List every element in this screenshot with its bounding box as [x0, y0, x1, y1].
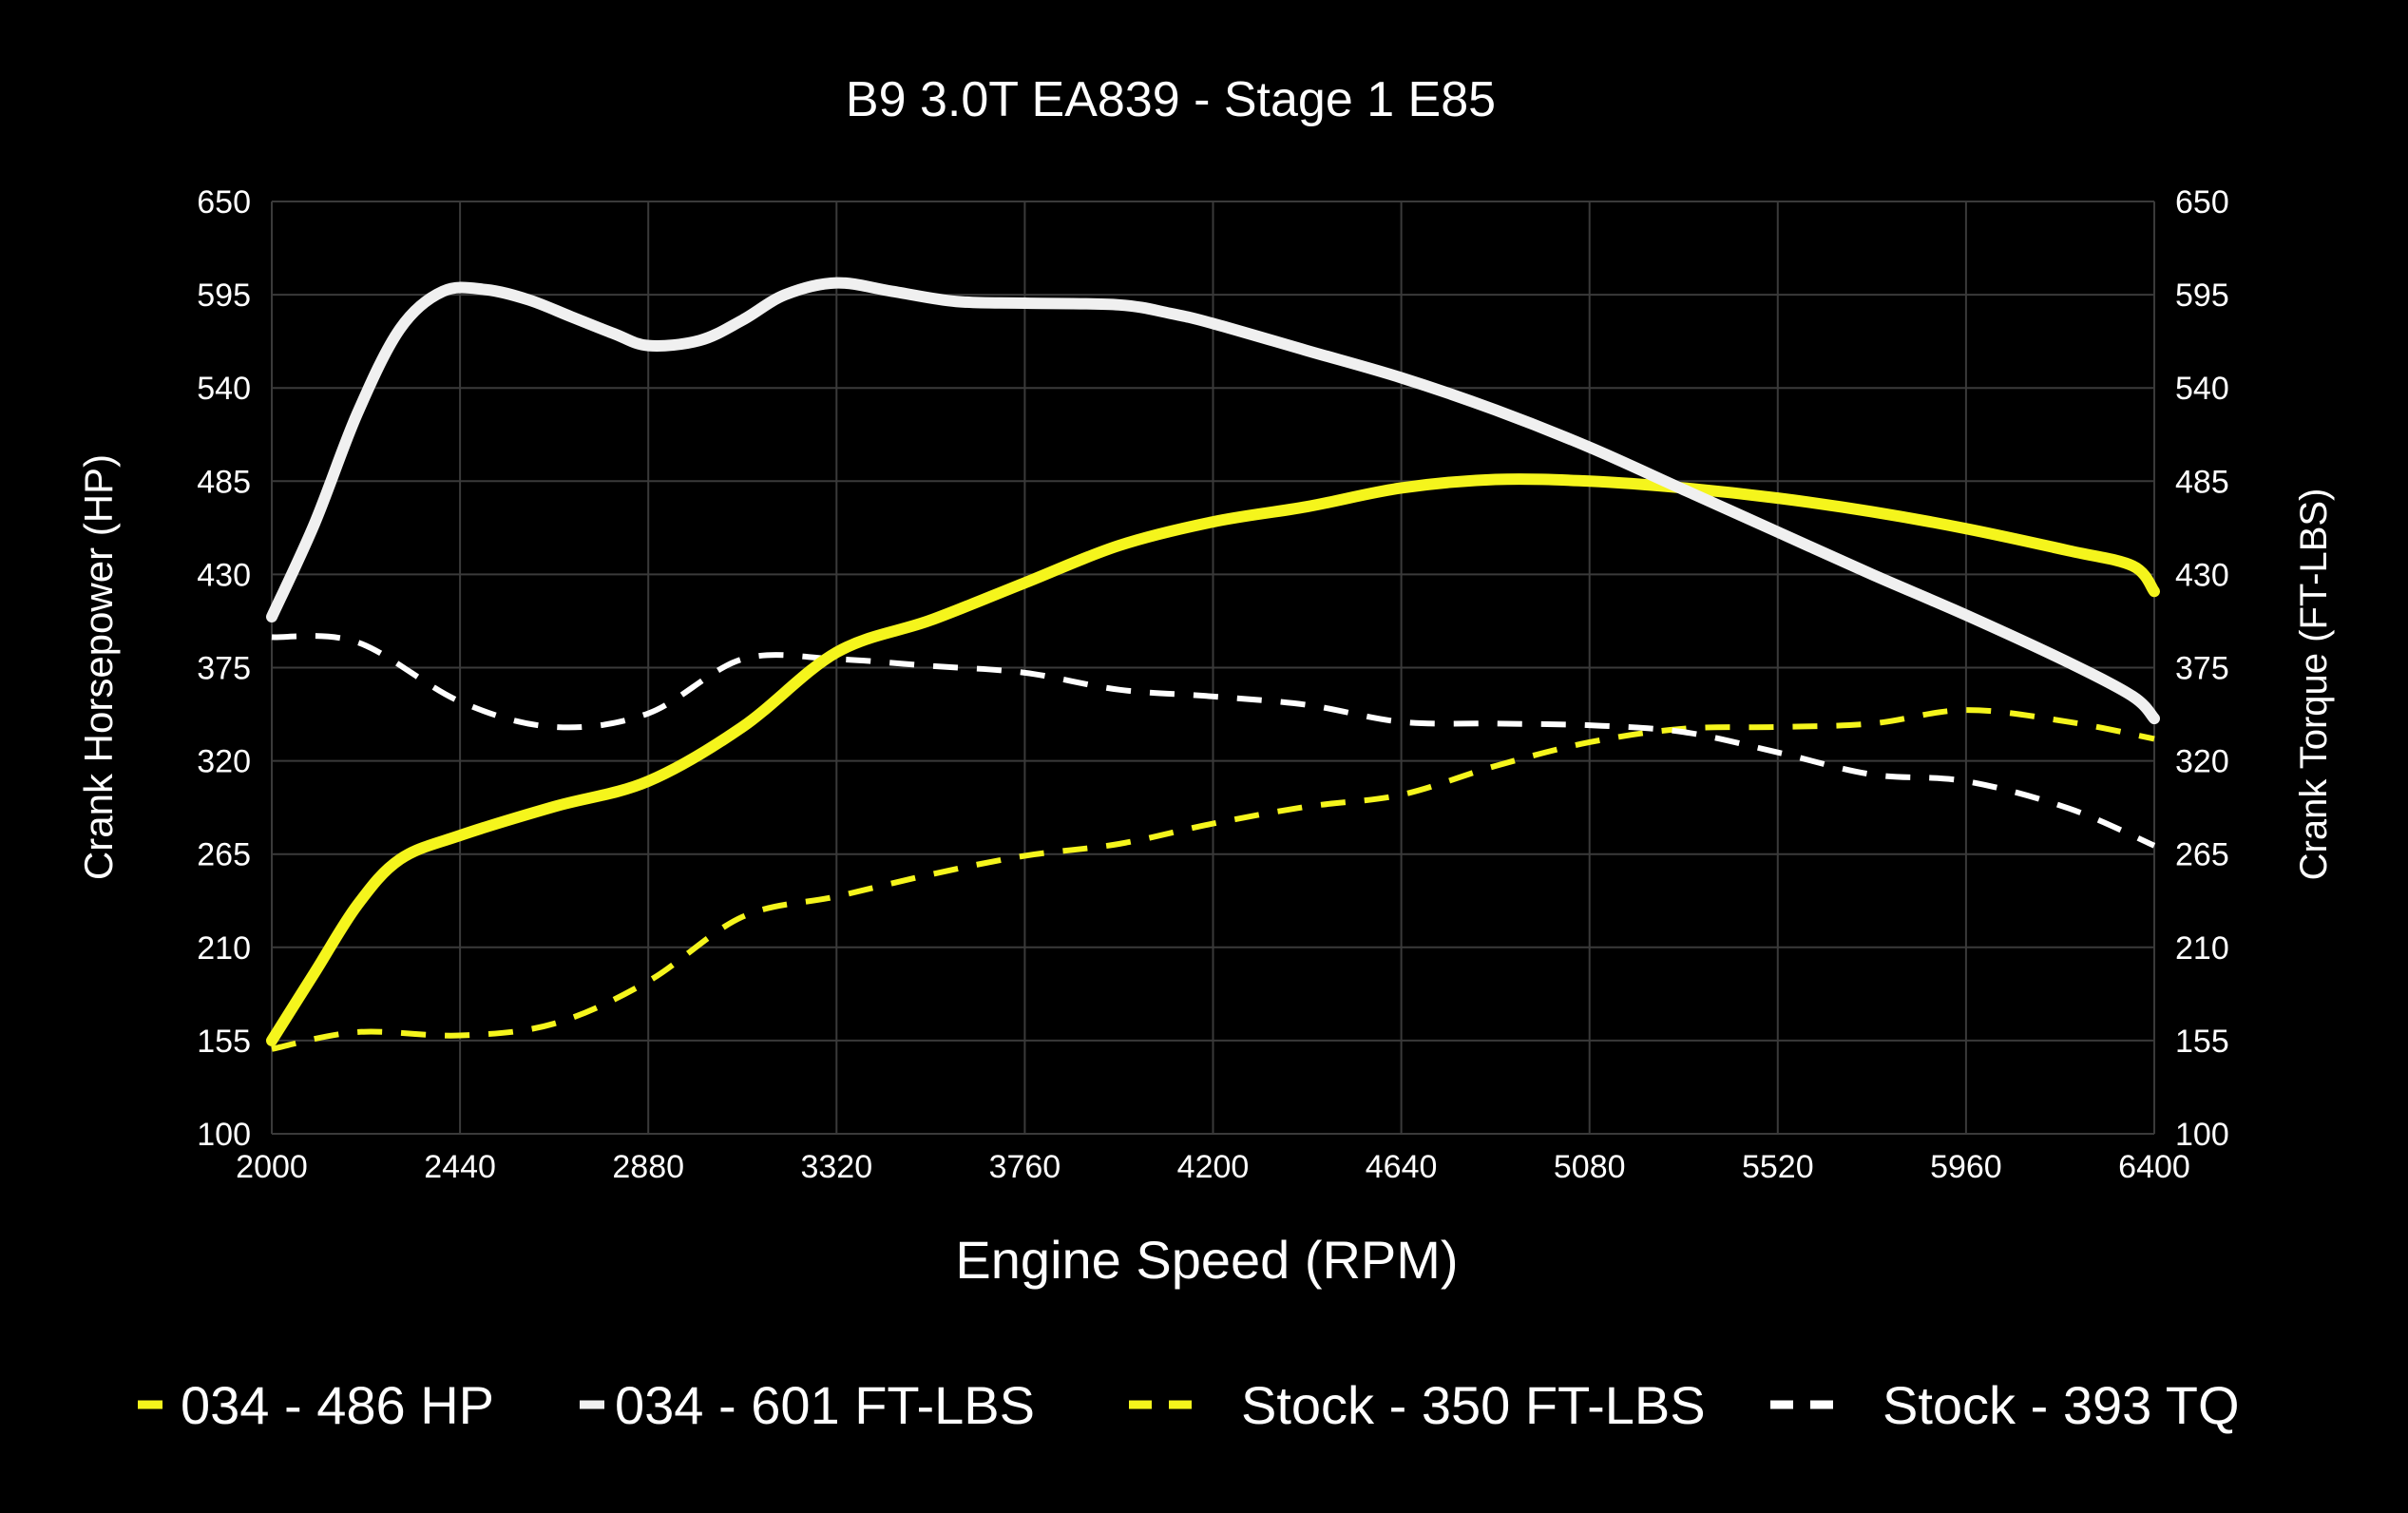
y-tick-label-left: 210 — [197, 930, 251, 967]
series-line-4 — [271, 633, 2156, 849]
y-tick-label-right: 430 — [2175, 557, 2229, 593]
x-tick-label: 5960 — [1930, 1149, 2002, 1185]
legend-label: Stock - 350 FT-LBS — [1241, 1375, 1706, 1435]
y-tick-label-left: 650 — [197, 184, 251, 220]
y-tick-label-left: 595 — [197, 278, 251, 314]
grid — [271, 201, 2155, 1135]
legend-label: 034 - 601 FT-LBS — [615, 1375, 1035, 1435]
x-tick-label: 6400 — [2118, 1149, 2190, 1185]
y-axis-label-left: Crank Horsepower (HP) — [76, 454, 121, 880]
y-tick-label-left: 375 — [197, 651, 251, 687]
y-tick-label-left: 540 — [197, 371, 251, 407]
y-tick-label-left: 100 — [197, 1117, 251, 1153]
y-tick-label-right: 100 — [2175, 1117, 2229, 1153]
y-tick-label-right: 485 — [2175, 464, 2229, 500]
tick-labels: 2000 2440 2880 3320 3760 4200 4640 5080 5520 5960… — [197, 184, 2228, 1185]
y-tick-label-right: 595 — [2175, 278, 2229, 314]
series-line-3 — [271, 707, 2155, 1052]
x-tick-label: 5080 — [1554, 1149, 1626, 1185]
x-axis-label: Engine Speed (RPM) — [955, 1230, 1458, 1290]
x-tick-label: 4200 — [1177, 1149, 1250, 1185]
x-tick-label: 5520 — [1742, 1149, 1814, 1185]
y-tick-label-left: 485 — [197, 464, 251, 500]
y-tick-label-left: 265 — [197, 837, 251, 873]
series-lines — [266, 277, 2160, 1052]
y-tick-label-right: 320 — [2175, 744, 2229, 780]
y-tick-label-right: 265 — [2175, 837, 2229, 873]
y-tick-label-left: 155 — [197, 1024, 251, 1060]
x-tick-label: 4640 — [1366, 1149, 1438, 1185]
x-tick-label: 2880 — [612, 1149, 684, 1185]
x-tick-label: 2000 — [236, 1149, 308, 1185]
x-tick-label: 3760 — [989, 1149, 1061, 1185]
y-tick-label-left: 430 — [197, 557, 251, 593]
x-tick-label: 3320 — [800, 1149, 872, 1185]
chart-title: B9 3.0T EA839 - Stage 1 E85 — [846, 72, 1496, 127]
y-tick-label-right: 650 — [2175, 184, 2229, 220]
y-axis-label-right: Crank Torque (FT-LBS) — [2293, 488, 2335, 881]
y-tick-label-right: 540 — [2175, 371, 2229, 407]
y-tick-label-right: 375 — [2175, 651, 2229, 687]
y-tick-label-left: 320 — [197, 744, 251, 780]
legend: 034 - 486 HP 034 - 601 FT-LBS Stock - 350 … — [138, 1375, 2240, 1435]
series-line-2 — [266, 277, 2160, 725]
series-line-1 — [266, 473, 2160, 1046]
legend-label: 034 - 486 HP — [181, 1375, 494, 1435]
x-tick-label: 2440 — [424, 1149, 496, 1185]
legend-label: Stock - 393 TQ — [1882, 1375, 2240, 1435]
y-tick-label-right: 155 — [2175, 1024, 2229, 1060]
y-tick-label-right: 210 — [2175, 930, 2229, 967]
